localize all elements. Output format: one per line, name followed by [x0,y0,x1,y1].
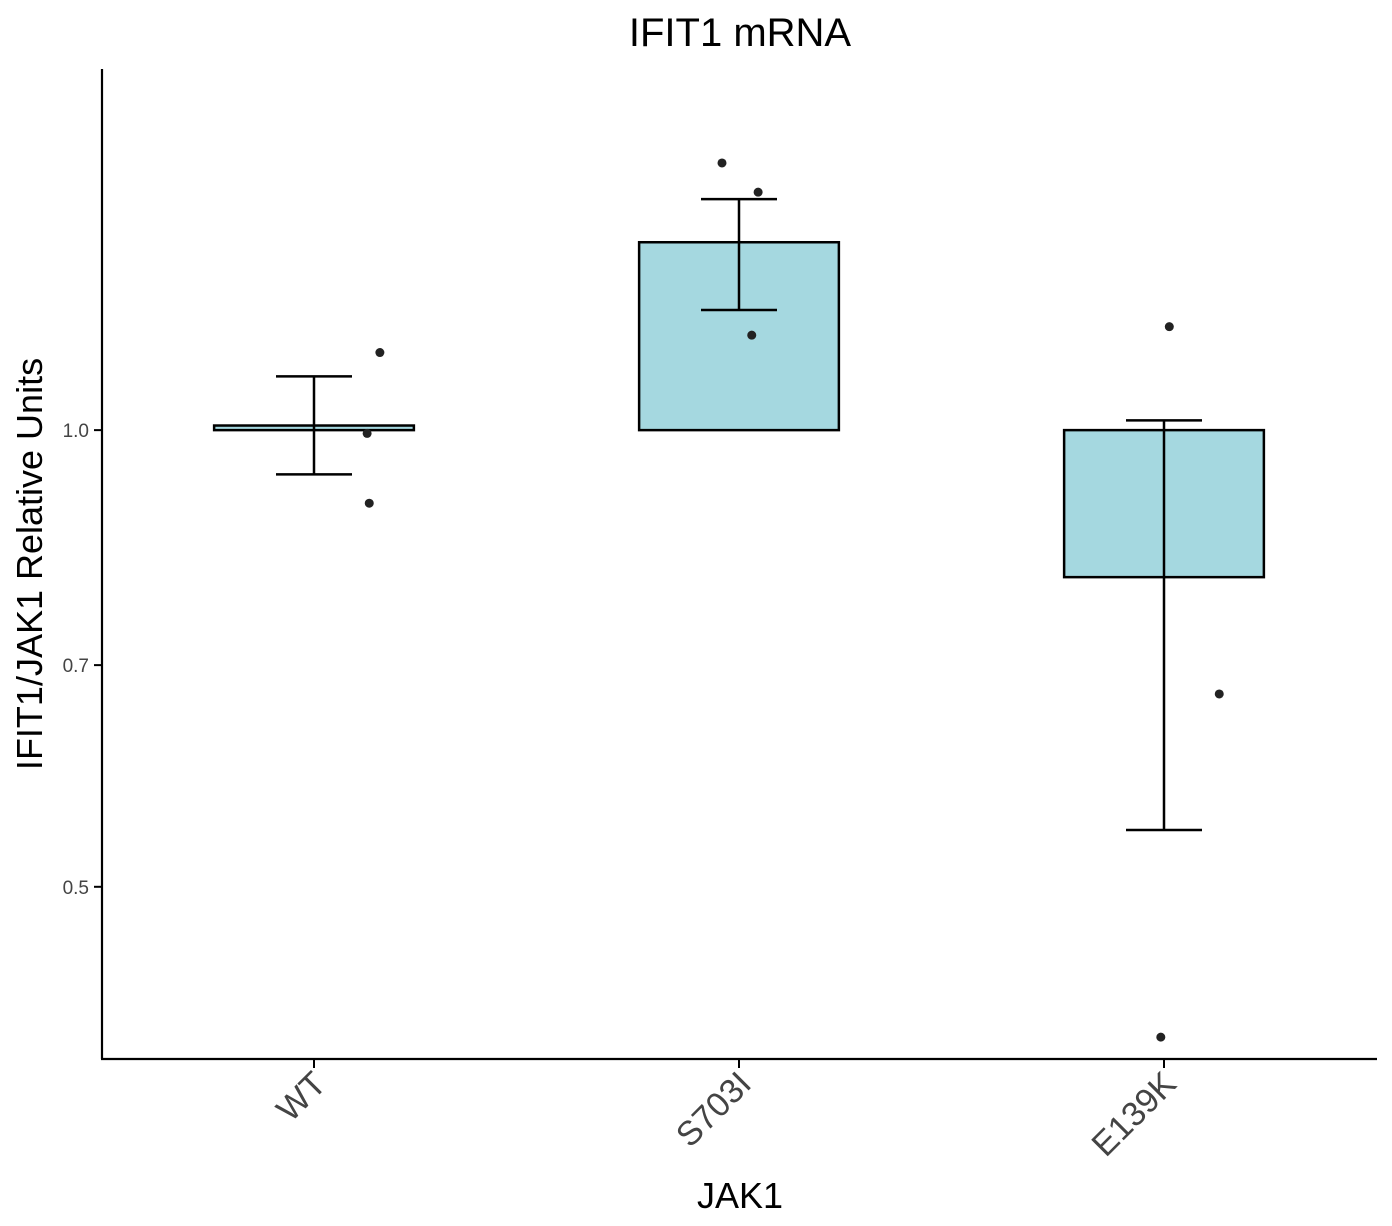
data-point-s703i [753,187,763,197]
error-bar-s703i [701,197,777,312]
data-point-wt [362,428,372,438]
error-bar-wt [276,375,352,476]
y-tick-label: 0.5 [63,878,89,899]
y-tick-label: 0.7 [63,656,89,677]
data-point-s703i [717,158,727,168]
x-tick-label: S703I [669,1065,759,1155]
x-axis-title: JAK1 [697,1175,783,1216]
x-tick-label: E139K [1085,1065,1184,1164]
data-point-wt [364,498,374,508]
y-axis-title: IFIT1/JAK1 Relative Units [9,358,50,770]
x-axis-ticks: WT S703I E139K [269,1059,1184,1164]
data-point-s703i [747,330,757,340]
data-point-e139k [1156,1032,1166,1042]
plot-area [212,158,1266,1042]
data-point-wt [375,348,385,358]
error-bar-e139k [1126,419,1202,832]
x-tick-label: WT [269,1065,333,1129]
chart-title: IFIT1 mRNA [629,11,852,55]
data-point-e139k [1214,689,1224,699]
y-tick-label: 1.0 [63,421,89,442]
y-axis-ticks: 0.5 0.7 1.0 [63,421,102,899]
data-point-e139k [1164,322,1174,332]
